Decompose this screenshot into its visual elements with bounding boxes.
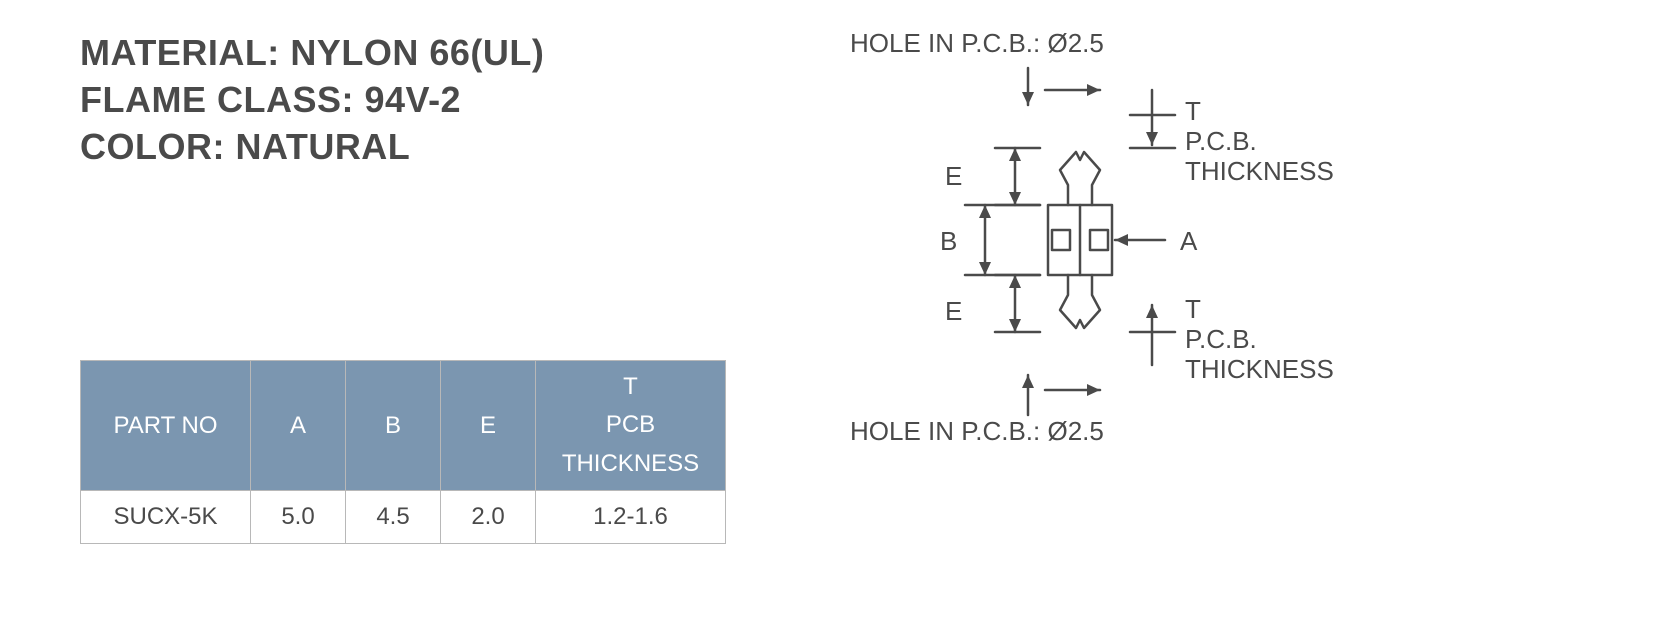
th-t-line1: T bbox=[623, 368, 638, 406]
diagram-label-e-bottom: E bbox=[945, 296, 962, 326]
dimension-diagram: HOLE IN P.C.B.: Ø2.5 HOLE IN P.C.B.: Ø2.… bbox=[830, 20, 1390, 460]
diagram-label-b: B bbox=[940, 226, 957, 256]
diagram-label-pcb2-bottom: THICKNESS bbox=[1185, 354, 1334, 384]
th-e: E bbox=[441, 361, 536, 491]
diagram-top-note: HOLE IN P.C.B.: Ø2.5 bbox=[850, 28, 1104, 58]
cell-t: 1.2-1.6 bbox=[536, 491, 726, 544]
diagram-label-e-top: E bbox=[945, 161, 962, 191]
th-t-line2: PCB bbox=[606, 406, 655, 444]
diagram-label-t-bottom: T bbox=[1185, 294, 1201, 324]
spec-color-label: COLOR: bbox=[80, 126, 225, 167]
diagram-label-pcb1-bottom: P.C.B. bbox=[1185, 324, 1257, 354]
th-t: T PCB THICKNESS bbox=[536, 361, 726, 491]
spec-table: PART NO A B E T PCB THICKNESS SUCX-5K 5.… bbox=[80, 360, 726, 544]
cell-part-no: SUCX-5K bbox=[81, 491, 251, 544]
cell-b: 4.5 bbox=[346, 491, 441, 544]
spec-material: MATERIAL: NYLON 66(UL) bbox=[80, 30, 544, 77]
diagram-label-t-top: T bbox=[1185, 96, 1201, 126]
cell-e: 2.0 bbox=[441, 491, 536, 544]
th-b: B bbox=[346, 361, 441, 491]
spec-color: COLOR: NATURAL bbox=[80, 124, 544, 171]
th-a: A bbox=[251, 361, 346, 491]
spec-flame: FLAME CLASS: 94V-2 bbox=[80, 77, 544, 124]
diagram-label-pcb1-top: P.C.B. bbox=[1185, 126, 1257, 156]
diagram-bottom-note: HOLE IN P.C.B.: Ø2.5 bbox=[850, 416, 1104, 446]
table-header-row: PART NO A B E T PCB THICKNESS bbox=[81, 361, 726, 491]
spec-block: MATERIAL: NYLON 66(UL) FLAME CLASS: 94V-… bbox=[80, 30, 544, 170]
spec-flame-label: FLAME CLASS: bbox=[80, 79, 354, 120]
th-part-no: PART NO bbox=[81, 361, 251, 491]
spec-color-value: NATURAL bbox=[236, 126, 411, 167]
cell-a: 5.0 bbox=[251, 491, 346, 544]
th-t-line3: THICKNESS bbox=[562, 445, 699, 483]
spec-table-wrap: PART NO A B E T PCB THICKNESS SUCX-5K 5.… bbox=[80, 360, 726, 544]
table-row: SUCX-5K 5.0 4.5 2.0 1.2-1.6 bbox=[81, 491, 726, 544]
spec-material-value: NYLON 66(UL) bbox=[290, 32, 544, 73]
spec-material-label: MATERIAL: bbox=[80, 32, 280, 73]
diagram-label-pcb2-top: THICKNESS bbox=[1185, 156, 1334, 186]
diagram-label-a: A bbox=[1180, 226, 1198, 256]
spec-flame-value: 94V-2 bbox=[365, 79, 462, 120]
